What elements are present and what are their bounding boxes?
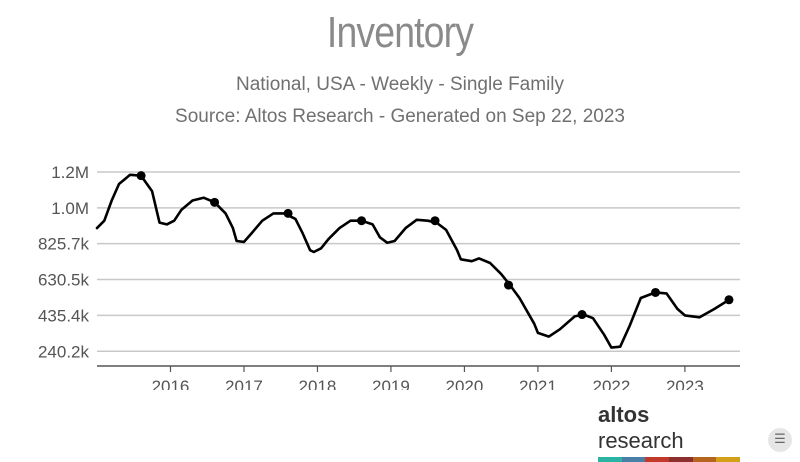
x-tick-label: 2023	[666, 377, 704, 390]
x-axis-ticks: 2016 2017 2018 2019 2020 2021 2022 2023	[152, 366, 704, 390]
chat-icon[interactable]: ☰	[768, 428, 792, 452]
y-tick-label: 1.2M	[51, 163, 89, 182]
x-tick-label: 2019	[372, 377, 410, 390]
data-point-marker	[136, 171, 146, 181]
logo-color-bar	[598, 457, 741, 462]
series-layer	[95, 173, 731, 349]
logo-bar-segment	[692, 457, 717, 462]
data-point-marker	[210, 197, 220, 207]
x-tick-label: 2018	[299, 377, 337, 390]
logo-bar-segment	[645, 457, 670, 462]
y-tick-label: 240.2k	[38, 342, 90, 361]
marker-layer	[136, 171, 734, 320]
x-tick-label: 2021	[519, 377, 557, 390]
y-axis-ticks: 240.2k 435.4k 630.5k 825.7k 1.0M 1.2M	[38, 163, 90, 361]
inventory-series-line	[95, 173, 731, 349]
altos-research-logo: altos research	[598, 402, 741, 462]
y-tick-label: 630.5k	[38, 270, 90, 289]
logo-brand-bold: altos	[598, 402, 650, 427]
logo-bar-segment	[669, 457, 693, 462]
data-point-marker	[283, 208, 293, 218]
chart-source: Source: Altos Research - Generated on Se…	[175, 106, 625, 127]
x-tick-label: 2016	[152, 377, 190, 390]
x-tick-label: 2020	[446, 377, 484, 390]
data-point-marker	[724, 295, 734, 305]
chart-title: Inventory	[326, 8, 474, 57]
data-point-marker	[357, 216, 367, 226]
x-tick-label: 2022	[592, 377, 630, 390]
data-point-marker	[577, 310, 587, 320]
chart-subtitle: National, USA - Weekly - Single Family	[235, 74, 565, 95]
logo-brand-rest: research	[598, 428, 684, 453]
logo-bar-segment	[598, 457, 622, 462]
data-point-marker	[504, 280, 514, 290]
logo-bar-segment	[621, 457, 646, 462]
y-tick-label: 1.0M	[51, 199, 89, 218]
data-point-marker	[430, 216, 440, 226]
y-tick-label: 435.4k	[38, 306, 90, 325]
data-point-marker	[650, 287, 660, 297]
y-tick-label: 825.7k	[38, 235, 90, 254]
grid-lines	[97, 171, 740, 367]
logo-bar-segment	[716, 457, 741, 462]
x-tick-label: 2017	[225, 377, 263, 390]
